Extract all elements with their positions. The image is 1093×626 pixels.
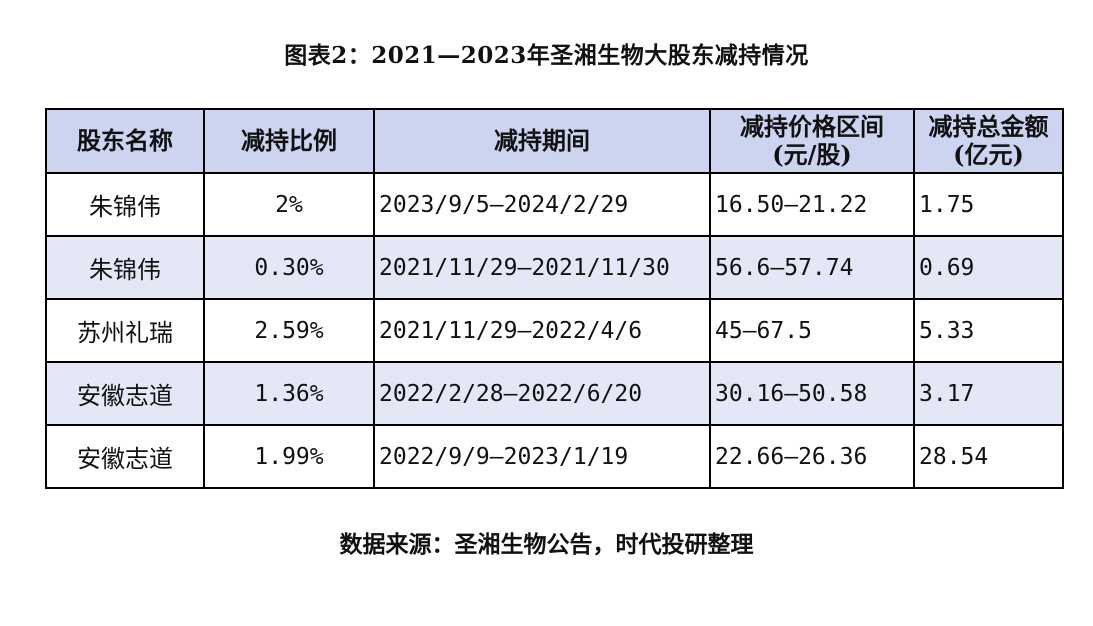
cell-price: 56.6—57.74	[709, 235, 915, 300]
table-row: 苏州礼瑞 2.59% 2021/11/29—2022/4/6 45—67.5 5…	[45, 298, 1064, 363]
table-row: 安徽志道 1.99% 2022/9/9—2023/1/19 22.66—26.3…	[45, 424, 1064, 489]
data-source-note: 数据来源：圣湘生物公告，时代投研整理	[339, 531, 754, 558]
header-price-line1: 减持价格区间	[740, 112, 884, 141]
cell-shareholder: 安徽志道	[45, 361, 205, 426]
table-row: 安徽志道 1.36% 2022/2/28—2022/6/20 30.16—50.…	[45, 361, 1064, 426]
table-row: 朱锦伟 2% 2023/9/5—2024/2/29 16.50—21.22 1.…	[45, 172, 1064, 237]
cell-period: 2022/2/28—2022/6/20	[373, 361, 711, 426]
header-price-line2: (元/股)	[772, 140, 852, 169]
cell-amount: 0.69	[913, 235, 1064, 300]
cell-period: 2022/9/9—2023/1/19	[373, 424, 711, 489]
cell-period: 2021/11/29—2021/11/30	[373, 235, 711, 300]
table-header-row: 股东名称 减持比例 减持期间 减持价格区间 (元/股) 减持总金额 (亿元)	[45, 108, 1064, 174]
cell-amount: 3.17	[913, 361, 1064, 426]
cell-period: 2023/9/5—2024/2/29	[373, 172, 711, 237]
header-period: 减持期间	[373, 108, 711, 174]
cell-shareholder: 朱锦伟	[45, 172, 205, 237]
cell-ratio: 0.30%	[203, 235, 375, 300]
shareholder-reduction-table: 股东名称 减持比例 减持期间 减持价格区间 (元/股) 减持总金额 (亿元) 朱…	[45, 108, 1064, 489]
cell-amount: 1.75	[913, 172, 1064, 237]
cell-ratio: 2.59%	[203, 298, 375, 363]
header-amount-line1: 减持总金额	[928, 112, 1049, 141]
cell-price: 45—67.5	[709, 298, 915, 363]
header-price: 减持价格区间 (元/股)	[709, 108, 915, 174]
figure-title: 图表2：2021—2023年圣湘生物大股东减持情况	[284, 42, 809, 69]
header-ratio: 减持比例	[203, 108, 375, 174]
cell-ratio: 1.99%	[203, 424, 375, 489]
cell-price: 16.50—21.22	[709, 172, 915, 237]
table-row: 朱锦伟 0.30% 2021/11/29—2021/11/30 56.6—57.…	[45, 235, 1064, 300]
cell-price: 30.16—50.58	[709, 361, 915, 426]
cell-shareholder: 安徽志道	[45, 424, 205, 489]
cell-amount: 28.54	[913, 424, 1064, 489]
header-amount: 减持总金额 (亿元)	[913, 108, 1064, 174]
cell-shareholder: 苏州礼瑞	[45, 298, 205, 363]
cell-ratio: 2%	[203, 172, 375, 237]
cell-period: 2021/11/29—2022/4/6	[373, 298, 711, 363]
cell-amount: 5.33	[913, 298, 1064, 363]
header-shareholder: 股东名称	[45, 108, 205, 174]
cell-ratio: 1.36%	[203, 361, 375, 426]
cell-price: 22.66—26.36	[709, 424, 915, 489]
header-amount-line2: (亿元)	[953, 140, 1024, 169]
cell-shareholder: 朱锦伟	[45, 235, 205, 300]
